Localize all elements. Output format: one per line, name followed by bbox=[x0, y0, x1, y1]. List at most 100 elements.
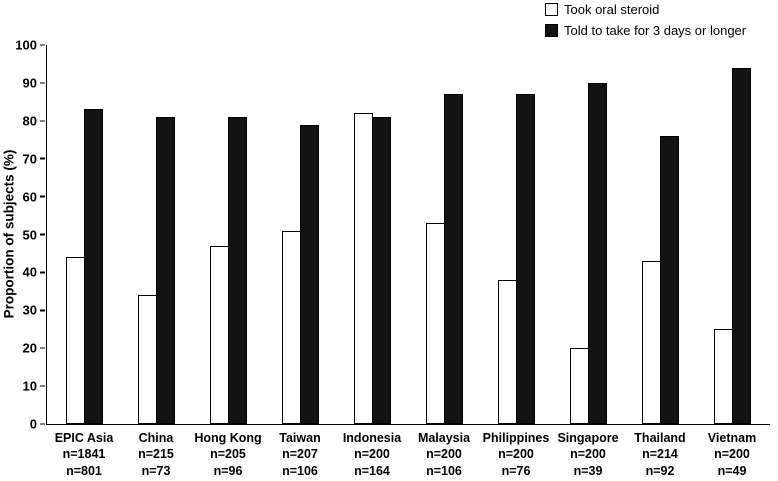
x-label-indonesia: Indonesia n=200 n=164 bbox=[336, 430, 408, 479]
legend-label-took-oral-steroid: Took oral steroid bbox=[564, 2, 660, 17]
y-tick-mark bbox=[40, 233, 45, 236]
y-tick-80: 80 bbox=[1, 113, 45, 128]
y-tick-label: 80 bbox=[22, 113, 37, 129]
x-label-taiwan: Taiwan n=207 n=106 bbox=[264, 430, 336, 479]
chart-legend: Took oral steroid Told to take for 3 day… bbox=[545, 3, 746, 37]
bar-group-indonesia bbox=[337, 45, 409, 424]
bar-group-epic-asia bbox=[49, 45, 121, 424]
y-tick-label: 90 bbox=[22, 75, 37, 91]
y-tick-mark bbox=[40, 82, 45, 84]
y-tick-label: 30 bbox=[22, 302, 37, 318]
plot-area: 0 10 20 30 40 50 60 70 80 90 100 bbox=[15, 38, 770, 432]
y-tick-label: 40 bbox=[22, 264, 37, 280]
x-label-singapore: Singapore n=200 n=39 bbox=[552, 430, 624, 479]
bar-told-to-take bbox=[659, 135, 679, 424]
x-label-n-value: n=205 bbox=[210, 447, 246, 462]
y-tick-90: 90 bbox=[1, 75, 45, 90]
bar-took-oral-steroid bbox=[210, 245, 230, 424]
x-label-philippines: Philippines n=200 n=76 bbox=[480, 430, 552, 479]
y-tick-mark bbox=[40, 385, 45, 387]
bar-told-to-take bbox=[84, 109, 104, 424]
x-label-name: Vietnam bbox=[707, 431, 757, 445]
x-label-vietnam: Vietnam n=200 n=49 bbox=[696, 430, 768, 479]
y-tick-20: 20 bbox=[1, 341, 45, 356]
x-label-n-value: n=200 bbox=[570, 447, 606, 462]
y-tick-label: 0 bbox=[29, 416, 37, 432]
x-label-thailand: Thailand n=214 n=92 bbox=[624, 430, 696, 479]
x-label-n-value: n=215 bbox=[138, 447, 174, 462]
x-label-n-value: n=39 bbox=[573, 463, 603, 478]
y-tick-label: 20 bbox=[22, 340, 37, 356]
y-tick-label: 10 bbox=[22, 378, 37, 394]
y-tick-100: 100 bbox=[1, 38, 45, 53]
bar-took-oral-steroid bbox=[138, 295, 158, 424]
x-label-n-value: n=96 bbox=[213, 463, 243, 478]
bar-took-oral-steroid bbox=[282, 230, 302, 424]
bar-took-oral-steroid bbox=[569, 348, 589, 424]
x-label-name: Hong Kong bbox=[194, 431, 262, 445]
bar-took-oral-steroid bbox=[641, 261, 661, 424]
x-label-n-value: n=73 bbox=[141, 463, 171, 478]
bar-took-oral-steroid bbox=[354, 113, 374, 424]
x-label-n-value: n=200 bbox=[354, 447, 390, 462]
y-tick-10: 10 bbox=[1, 379, 45, 394]
bar-groups bbox=[47, 45, 770, 424]
bar-told-to-take bbox=[443, 94, 463, 424]
bar-told-to-take bbox=[300, 124, 320, 424]
x-label-n-value: n=214 bbox=[642, 447, 678, 462]
x-label-n-value: n=801 bbox=[66, 463, 102, 478]
x-label-name: Indonesia bbox=[342, 431, 402, 445]
bar-told-to-take bbox=[228, 117, 248, 424]
x-label-n-value: n=200 bbox=[714, 447, 750, 462]
bar-took-oral-steroid bbox=[497, 279, 517, 424]
bar-told-to-take bbox=[587, 82, 607, 424]
x-label-hong-kong: Hong Kong n=205 n=96 bbox=[192, 430, 264, 479]
bar-took-oral-steroid bbox=[713, 329, 733, 424]
x-label-name: EPIC Asia bbox=[54, 431, 114, 445]
bar-told-to-take bbox=[515, 94, 535, 424]
y-tick-mark bbox=[40, 120, 45, 122]
bar-group-china bbox=[121, 45, 193, 424]
x-label-name: Philippines bbox=[482, 431, 550, 445]
bar-told-to-take bbox=[372, 117, 392, 424]
x-label-n-value: n=106 bbox=[426, 463, 462, 478]
x-label-n-value: n=76 bbox=[501, 463, 531, 478]
bar-group-thailand bbox=[624, 45, 696, 424]
y-tick-label: 50 bbox=[22, 227, 37, 242]
bar-group-singapore bbox=[552, 45, 624, 424]
x-label-n-value: n=92 bbox=[645, 463, 675, 478]
x-label-name: China bbox=[138, 431, 174, 445]
bar-took-oral-steroid bbox=[425, 223, 445, 424]
y-tick-mark bbox=[40, 157, 45, 160]
bar-group-philippines bbox=[480, 45, 552, 424]
x-label-malaysia: Malaysia n=200 n=106 bbox=[408, 430, 480, 479]
y-tick-mark bbox=[40, 423, 45, 425]
y-tick-70: 70 bbox=[1, 151, 45, 166]
x-label-n-value: n=164 bbox=[354, 463, 390, 478]
y-tick-50: 50 bbox=[1, 227, 45, 242]
y-tick-mark bbox=[40, 309, 45, 312]
y-tick-60: 60 bbox=[1, 189, 45, 204]
legend-label-told-to-take: Told to take for 3 days or longer bbox=[564, 23, 747, 38]
y-tick-40: 40 bbox=[1, 265, 45, 280]
x-label-n-value: n=49 bbox=[717, 463, 747, 478]
bar-group-hong-kong bbox=[193, 45, 265, 424]
x-label-name: Thailand bbox=[634, 431, 686, 445]
y-tick-0: 0 bbox=[1, 417, 45, 432]
y-tick-mark bbox=[40, 195, 45, 198]
legend-item-took-oral-steroid: Took oral steroid bbox=[545, 3, 746, 16]
x-axis-labels: EPIC Asia n=1841 n=801 China n=215 n=73 Hong K… bbox=[46, 430, 770, 479]
x-label-china: China n=215 n=73 bbox=[120, 430, 192, 479]
bar-group-taiwan bbox=[265, 45, 337, 424]
y-tick-label: 100 bbox=[15, 37, 37, 53]
x-label-n-value: n=200 bbox=[498, 447, 534, 462]
x-label-n-value: n=200 bbox=[426, 447, 462, 462]
legend-item-told-to-take: Told to take for 3 days or longer bbox=[545, 24, 746, 37]
y-tick-mark bbox=[40, 44, 45, 46]
x-label-n-value: n=1841 bbox=[62, 447, 106, 462]
bar-told-to-take bbox=[156, 117, 176, 424]
y-tick-30: 30 bbox=[1, 303, 45, 318]
y-tick-label: 70 bbox=[22, 151, 37, 167]
bar-group-malaysia bbox=[409, 45, 481, 424]
